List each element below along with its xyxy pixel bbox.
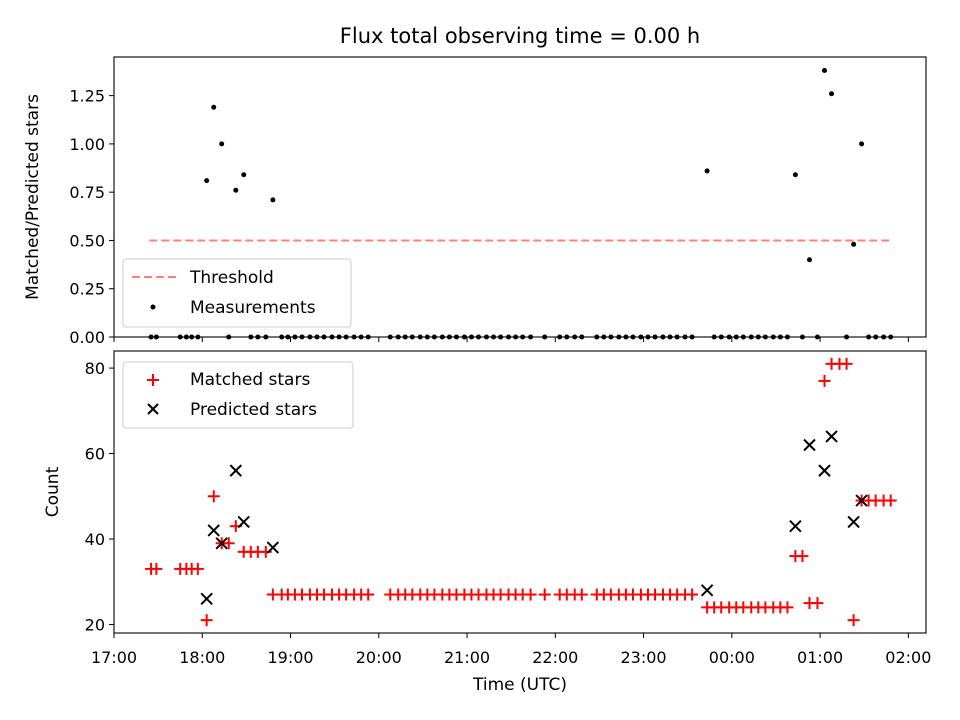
measurements-legend-swatch (150, 304, 156, 310)
bottom-legend: Matched stars Predicted stars (122, 361, 354, 429)
threshold-legend-label: Threshold (189, 268, 274, 288)
predicted-star-marker (803, 438, 816, 452)
measurement-point (806, 257, 812, 263)
matched-star-marker (150, 562, 163, 575)
predicted-star-marker (266, 541, 280, 554)
x-tick-label: 00:00 (709, 648, 755, 667)
measurement-point (851, 241, 857, 247)
measurement-point (204, 178, 210, 184)
top-y-axis-label: Matched/Predicted stars (23, 94, 43, 300)
measurement-point (219, 141, 225, 147)
matched-star-marker (524, 588, 537, 601)
bottom-x-axis: 17:00 18:00 19:00 20:00 21:00 22:00 23:00 00:00… (91, 633, 931, 667)
x-tick-label: 02:00 (885, 648, 931, 667)
matched-star-marker (686, 588, 699, 601)
bottom-legend-box (122, 361, 354, 429)
matched-star-marker (811, 597, 824, 610)
top-y-tick-label: 0.25 (69, 280, 105, 299)
predicted-star-marker (855, 494, 868, 507)
predicted-star-marker (200, 592, 213, 606)
predicted-legend-swatch (147, 403, 159, 415)
measurement-point (704, 168, 710, 174)
measurement-point (270, 197, 276, 203)
top-y-tick-label: 1.00 (69, 135, 105, 154)
top-plot-frame (113, 56, 927, 338)
matched-star-marker (884, 494, 897, 507)
predicted-star-marker (237, 515, 250, 529)
matched-star-marker (207, 490, 220, 503)
chart-title: Flux total observing time = 0.00 h (340, 24, 700, 48)
x-tick-label: 21:00 (444, 648, 490, 667)
predicted-star-marker (789, 519, 802, 533)
top-y-tick-label: 1.25 (69, 87, 105, 106)
matched-star-marker (362, 588, 375, 601)
bottom-y-tick-label: 40 (85, 530, 105, 549)
top-y-axis: 0.00 0.25 0.50 0.75 1.00 1.25 (69, 87, 114, 347)
measurement-point (829, 91, 835, 97)
bottom-y-axis: 20 40 60 80 (85, 359, 114, 634)
top-y-tick-label: 0.00 (69, 328, 105, 347)
top-y-tick-label: 0.75 (69, 183, 105, 202)
x-tick-label: 17:00 (91, 648, 137, 667)
measurement-point (792, 172, 798, 178)
top-x-ticks (113, 337, 909, 342)
matched-legend-label: Matched stars (190, 370, 310, 390)
x-axis-label: Time (UTC) (472, 675, 567, 695)
measurement-point (859, 141, 865, 147)
predicted-star-marker (215, 537, 228, 550)
count-series (145, 357, 897, 627)
matched-star-marker (847, 614, 860, 627)
measurement-point (211, 104, 217, 110)
top-y-tick-label: 0.50 (69, 231, 105, 250)
top-legend: Threshold Measurements (122, 258, 352, 328)
matched-star-marker (818, 374, 831, 387)
x-tick-label: 18:00 (179, 648, 225, 667)
bottom-y-axis-label: Count (43, 466, 63, 517)
matched-star-marker (781, 601, 794, 614)
x-tick-label: 20:00 (356, 648, 402, 667)
x-tick-label: 19:00 (267, 648, 313, 667)
matched-star-marker (796, 550, 809, 563)
top-panel: 0.00 0.25 0.50 0.75 1.00 1.25 Matched/Predict… (23, 56, 927, 347)
predicted-star-marker (700, 584, 714, 597)
x-tick-label: 01:00 (797, 648, 843, 667)
matched-star-marker (222, 537, 235, 550)
predicted-star-marker (818, 464, 831, 477)
predicted-star-marker (207, 524, 220, 537)
x-tick-label: 23:00 (621, 648, 667, 667)
bottom-y-tick-label: 60 (85, 445, 105, 464)
x-tick-label: 22:00 (532, 648, 578, 667)
matched-star-marker (840, 357, 853, 370)
measurement-point (822, 68, 827, 74)
top-legend-box (122, 258, 352, 328)
matched-star-marker (538, 588, 551, 601)
predicted-star-marker (825, 430, 838, 443)
predicted-legend-label: Predicted stars (190, 400, 317, 420)
bottom-plot-frame (113, 350, 927, 634)
matched-star-marker (191, 562, 204, 575)
matched-legend-swatch (147, 374, 159, 386)
measurement-point (241, 172, 247, 178)
predicted-star-marker (847, 515, 860, 529)
bottom-panel: 20 40 60 80 17:00 18:00 19:00 20:00 21:00 22:00 2… (43, 350, 931, 695)
measurements-legend-label: Measurements (190, 298, 316, 318)
predicted-star-marker (229, 464, 243, 477)
bottom-y-tick-label: 80 (85, 359, 105, 378)
matched-star-marker (575, 588, 588, 601)
measurement-point (233, 187, 239, 193)
matched-star-marker (200, 614, 213, 627)
bottom-y-tick-label: 20 (85, 615, 105, 634)
